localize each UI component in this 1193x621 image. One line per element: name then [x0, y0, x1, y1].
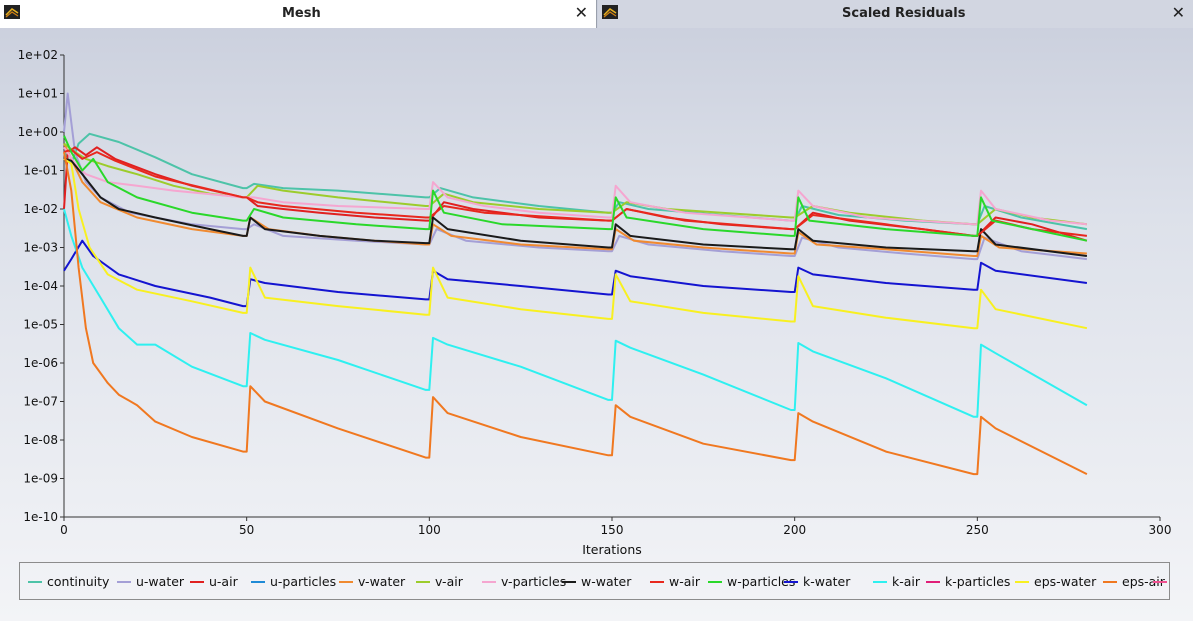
tab-scaled-residuals-title: Scaled Residuals [842, 6, 966, 21]
x-tick-label: 0 [60, 523, 68, 537]
close-icon[interactable]: ✕ [1171, 3, 1185, 22]
close-icon[interactable]: ✕ [574, 3, 588, 22]
legend-swatch [1015, 581, 1029, 583]
y-tick-label: 1e+02 [18, 48, 58, 62]
legend-label: continuity [47, 574, 110, 589]
legend-label: u-particles [270, 574, 337, 589]
y-tick-label: 1e-04 [23, 279, 58, 293]
y-tick-label: 1e-10 [23, 510, 58, 524]
y-tick-label: 1e+01 [18, 87, 58, 101]
x-tick-label: 100 [418, 523, 441, 537]
series-line-v-particles [63, 146, 1088, 226]
legend-swatch [650, 581, 664, 583]
legend-label: u-air [209, 574, 238, 589]
series-line-w-particles [63, 135, 1088, 242]
series-line-w-air [63, 148, 1088, 237]
y-tick-label: 1e-03 [23, 241, 58, 255]
legend-swatch [1103, 581, 1117, 583]
legend-swatch [117, 581, 131, 583]
legend-swatch [339, 581, 353, 583]
x-tick-label: 50 [239, 523, 254, 537]
legend-swatch [562, 581, 576, 583]
legend-label: w-water [581, 574, 632, 589]
legend-label: v-water [358, 574, 406, 589]
series-line-k-water [63, 239, 1088, 308]
tab-scaled-residuals[interactable]: Scaled Residuals ✕ [598, 0, 1193, 28]
mesh-window-icon [4, 5, 20, 19]
y-tick-label: 1e-09 [23, 472, 58, 486]
y-tick-label: 1e-08 [23, 433, 58, 447]
series-line-eps-air [63, 151, 1088, 476]
legend-label: v-particles [501, 574, 567, 589]
legend-swatch [28, 581, 42, 583]
x-axis-title: Iterations [582, 542, 642, 557]
legend-swatch [784, 581, 798, 583]
x-tick-label: 200 [783, 523, 806, 537]
legend-swatch [482, 581, 496, 583]
chart-legend: continuity u-water u-air u-particles v-water… [19, 562, 1170, 600]
legend-swatch [708, 581, 722, 583]
legend-label: w-air [669, 574, 701, 589]
y-tick-label: 1e-02 [23, 202, 58, 216]
legend-label: k-water [803, 574, 851, 589]
series-line-eps-water [63, 158, 1088, 330]
legend-label: w-particles [727, 574, 796, 589]
legend-swatch [251, 581, 265, 583]
legend-swatch [926, 581, 940, 583]
legend-label: k-particles [945, 574, 1011, 589]
series-line-u-water [63, 92, 1088, 261]
residuals-window-icon [602, 5, 618, 19]
y-tick-label: 1e+00 [18, 125, 58, 139]
y-tick-label: 1e-01 [23, 164, 58, 178]
x-tick-label: 150 [601, 523, 624, 537]
residuals-chart: 1e+02 1e+01 1e+00 1e-01 1e-02 1e-03 1e-04 1e-05… [18, 48, 1172, 557]
legend-swatch [416, 581, 430, 583]
legend-label: k-air [892, 574, 921, 589]
legend-swatch [873, 581, 887, 583]
tab-bar: Mesh ✕ Scaled Residuals ✕ [0, 0, 1193, 28]
y-tick-label: 1e-06 [23, 356, 58, 370]
legend-label: eps-water [1034, 574, 1097, 589]
legend-swatch [1153, 581, 1167, 583]
series-line-v-air [63, 142, 1088, 226]
y-tick-label: 1e-07 [23, 395, 58, 409]
legend-swatch [190, 581, 204, 583]
legend-label: v-air [435, 574, 463, 589]
series-line-v-water [63, 143, 1087, 257]
legend-label: u-water [136, 574, 185, 589]
tab-mesh-title: Mesh [282, 6, 321, 21]
x-tick-label: 250 [966, 523, 989, 537]
legend-label: eps-air [1122, 574, 1165, 589]
tab-mesh[interactable]: Mesh ✕ [0, 0, 597, 28]
x-tick-label: 300 [1149, 523, 1172, 537]
series-line-w-water [63, 157, 1088, 257]
series-line-k-air [63, 208, 1088, 418]
y-tick-label: 1e-05 [23, 318, 58, 332]
